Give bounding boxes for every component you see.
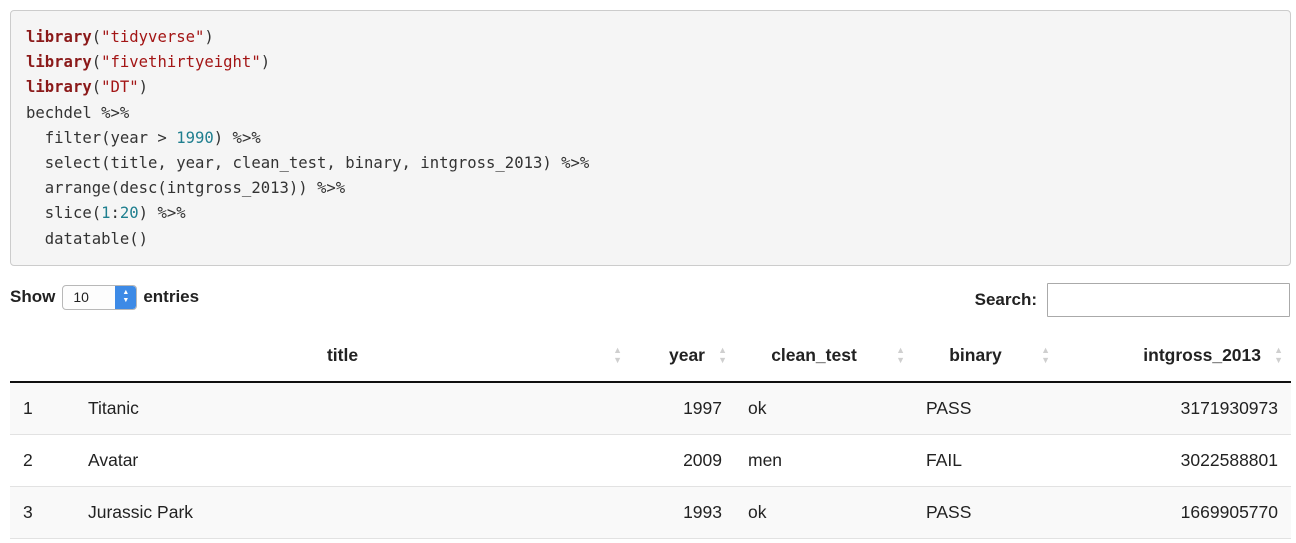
cell-intgross-2013: 3171930973 [1058,381,1291,434]
cell-binary: FAIL [913,433,1058,486]
sort-both-icon: ▲ ▼ [1274,345,1283,365]
code-line-library-dt: library("DT") [26,78,149,97]
cell-clean-test: ok [735,381,913,434]
code-block: library("tidyverse") library("fivethirty… [10,10,1291,266]
code-line-library-tidyverse: library("tidyverse") [26,28,214,46]
table-row: 1 Titanic 1997 ok PASS 3171930973 [10,381,1291,434]
cell-clean-test: ok [735,485,913,539]
column-header-title[interactable]: title ▲ ▼ [75,330,630,383]
data-table: title ▲ ▼ year ▲ ▼ clean_test ▲ ▼ binary ▲ ▼ int… [10,330,1291,539]
entries-label: entries [143,287,200,306]
column-header-year[interactable]: year ▲ ▼ [630,330,735,383]
sort-both-icon: ▲ ▼ [718,345,727,365]
cell-title: Titanic [75,381,630,434]
search-label: Search: [974,290,1037,309]
code-line-slice: slice(1:20) %>% [26,204,186,223]
column-header-clean-test[interactable]: clean_test ▲ ▼ [735,330,913,383]
sort-both-icon: ▲ ▼ [1041,345,1050,365]
entries-select[interactable]: 10 ▲ ▼ [62,284,138,310]
code-line-select: select(title, year, clean_test, binary, … [26,153,590,172]
code-line-bechdel: bechdel %>% [26,103,130,122]
code-line-arrange: arrange(desc(intgross_2013)) %>% [26,179,346,198]
cell-index: 1 [10,381,75,434]
cell-title: Avatar [75,433,630,486]
column-header-index [10,330,75,383]
cell-year: 2009 [630,433,735,486]
column-header-binary[interactable]: binary ▲ ▼ [913,330,1058,383]
code-line-library-fivethirtyeight: library("fivethirtyeight") [26,53,271,72]
cell-binary: PASS [913,485,1058,539]
code-line-filter: filter(year > 1990) %>% [26,128,261,147]
search-input[interactable] [1047,283,1290,317]
entries-select-value: 10 [73,289,89,305]
cell-intgross-2013: 3022588801 [1058,433,1291,486]
table-row: 2 Avatar 2009 men FAIL 3022588801 [10,433,1291,486]
show-label: Show [10,287,56,306]
column-header-intgross-2013[interactable]: intgross_2013 ▲ ▼ [1058,330,1291,383]
search-control: Search: [975,282,1290,318]
cell-binary: PASS [913,381,1058,434]
cell-year: 1993 [630,485,735,539]
cell-intgross-2013: 1669905770 [1058,485,1291,539]
table-header-row: title ▲ ▼ year ▲ ▼ clean_test ▲ ▼ binary ▲ ▼ int… [10,330,1291,383]
sort-both-icon: ▲ ▼ [896,345,905,365]
cell-year: 1997 [630,381,735,434]
sort-both-icon: ▲ ▼ [613,345,622,365]
table-row: 3 Jurassic Park 1993 ok PASS 1669905770 [10,485,1291,539]
code-line-datatable: datatable() [26,229,149,248]
cell-index: 3 [10,485,75,539]
cell-clean-test: men [735,433,913,486]
entries-length-control: Show 10 ▲ ▼ entries [10,284,199,310]
select-arrows-icon: ▲ ▼ [115,285,137,309]
cell-index: 2 [10,433,75,486]
cell-title: Jurassic Park [75,485,630,539]
